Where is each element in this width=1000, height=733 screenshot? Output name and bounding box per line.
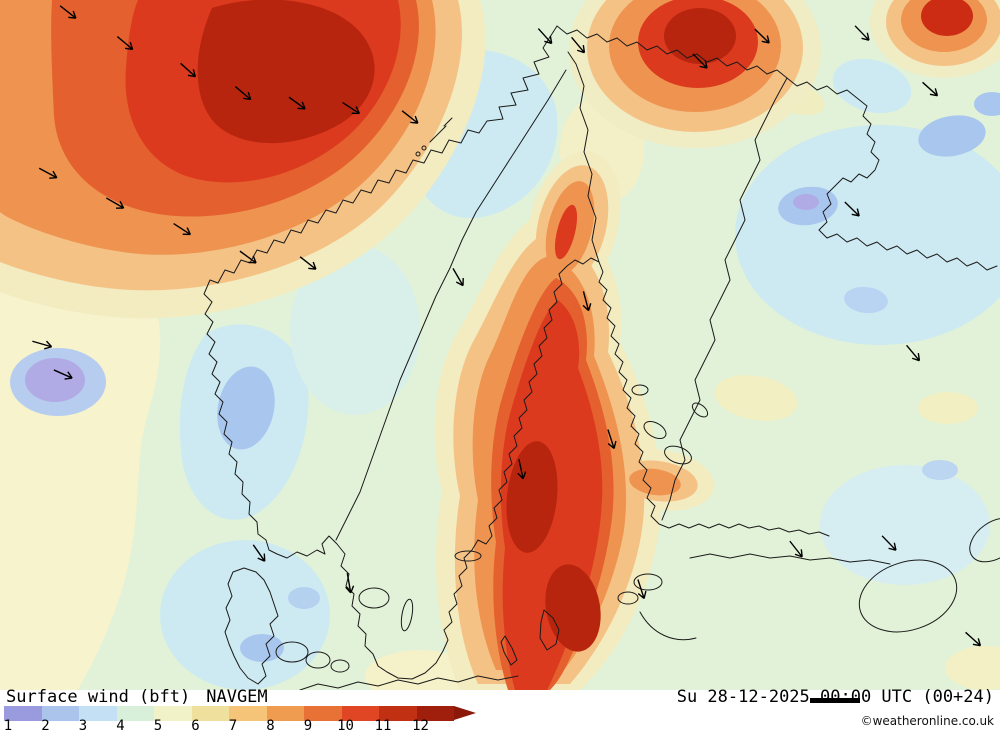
- colorbar-tick: 12: [412, 718, 429, 733]
- map-area: [0, 0, 1000, 690]
- wind-arrow: [571, 36, 586, 54]
- arctic-coast: [556, 25, 998, 271]
- colorbar-tick: 8: [266, 718, 275, 733]
- sweden-finland-border: [567, 51, 600, 263]
- wind-arrow: [754, 28, 770, 44]
- colorbar-segment: [154, 706, 192, 721]
- colorbar-tick: 1: [3, 718, 13, 733]
- wind-arrow: [299, 256, 317, 270]
- colorbar-segment: [304, 706, 342, 721]
- wind-arrow: [342, 101, 361, 115]
- wind-arrow: [252, 544, 266, 562]
- colorbar-segment: [341, 706, 379, 721]
- wind-arrow: [517, 459, 527, 480]
- colorbar-tick: 7: [228, 718, 238, 733]
- colorbar-segment: [4, 706, 42, 721]
- map-title: Surface wind (bft) NAVGEM: [6, 687, 284, 707]
- colorbar-arrow-tip: [454, 706, 476, 720]
- norway-sweden-border: [335, 69, 567, 541]
- colorbar-segment: [416, 706, 454, 721]
- colorbar-tick: 5: [153, 718, 163, 733]
- wind-arrow: [105, 197, 125, 209]
- gotland: [539, 609, 560, 651]
- wind-arrow: [38, 167, 58, 179]
- wind-arrow: [854, 25, 870, 41]
- wind-arrow: [401, 110, 419, 124]
- finland-russia-border: [661, 77, 788, 521]
- wind-arrow: [537, 28, 553, 45]
- info-bar: Surface wind (bft) NAVGEM Su 28-12-2025 0…: [0, 687, 1000, 733]
- surface-wind-map: [0, 0, 1000, 690]
- colorbar-segment: [266, 706, 304, 721]
- wind-arrow: [452, 267, 464, 287]
- wind-arrow: [173, 222, 192, 236]
- wind-arrow: [922, 81, 939, 97]
- copyright-text: ©weatheronline.co.uk: [860, 714, 994, 728]
- wind-arrow: [692, 53, 708, 69]
- wind-arrow: [239, 250, 257, 264]
- colorbar-tick: 4: [116, 718, 125, 733]
- colorbar-tick: 9: [303, 718, 313, 733]
- model-name: NAVGEM: [206, 687, 268, 707]
- colorbar-segment: [191, 706, 229, 721]
- colorbar-tick: 6: [191, 718, 200, 733]
- colorbar-segment: [116, 706, 154, 721]
- product-title: Surface wind (bft): [6, 687, 191, 707]
- colorbar-segment: [41, 706, 79, 721]
- colorbar-segment: [379, 706, 417, 721]
- wind-arrow: [965, 631, 982, 647]
- colorbar-tick: 3: [78, 718, 88, 733]
- wind-arrow: [789, 540, 803, 558]
- wind-arrow: [345, 573, 355, 594]
- lofoten-islands: [429, 117, 453, 143]
- denmark-jutland: [224, 567, 279, 685]
- stray-mark: [810, 698, 860, 703]
- colorbar-tick: 11: [374, 718, 392, 733]
- wind-arrow: [53, 369, 73, 380]
- wind-arrow: [607, 429, 617, 450]
- wind-arrow: [881, 535, 897, 551]
- wind-speed-colorbar: [4, 706, 454, 721]
- wind-arrow: [180, 62, 197, 78]
- wind-arrow: [582, 291, 592, 312]
- wind-arrow: [906, 344, 921, 362]
- estonia-coast: [689, 553, 891, 565]
- lakes-layer: [358, 384, 1000, 633]
- wind-arrow: [116, 36, 134, 51]
- wind-arrows-layer: [32, 5, 982, 647]
- colorbar-tick: 10: [337, 718, 354, 733]
- wind-arrow: [32, 340, 53, 350]
- wind-arrow: [288, 96, 306, 110]
- coastline-layer: [203, 25, 998, 690]
- south-baltic-coast: [299, 675, 519, 690]
- wind-field-layer: [0, 0, 1000, 690]
- colorbar-tick: 2: [41, 718, 50, 733]
- wind-arrow: [637, 579, 647, 600]
- colorbar-segment: [79, 706, 117, 721]
- oland: [500, 635, 518, 666]
- titles-row: Surface wind (bft) NAVGEM Su 28-12-2025 0…: [0, 687, 1000, 707]
- colorbar-segment: [229, 706, 267, 721]
- wind-arrow: [844, 201, 860, 217]
- wind-arrow: [59, 5, 77, 19]
- valid-time: Su 28-12-2025 00:00 UTC (00+24): [676, 687, 994, 707]
- scandinavia-coast: [203, 25, 830, 680]
- wind-arrow: [234, 86, 252, 101]
- gulf-of-riga: [639, 611, 697, 641]
